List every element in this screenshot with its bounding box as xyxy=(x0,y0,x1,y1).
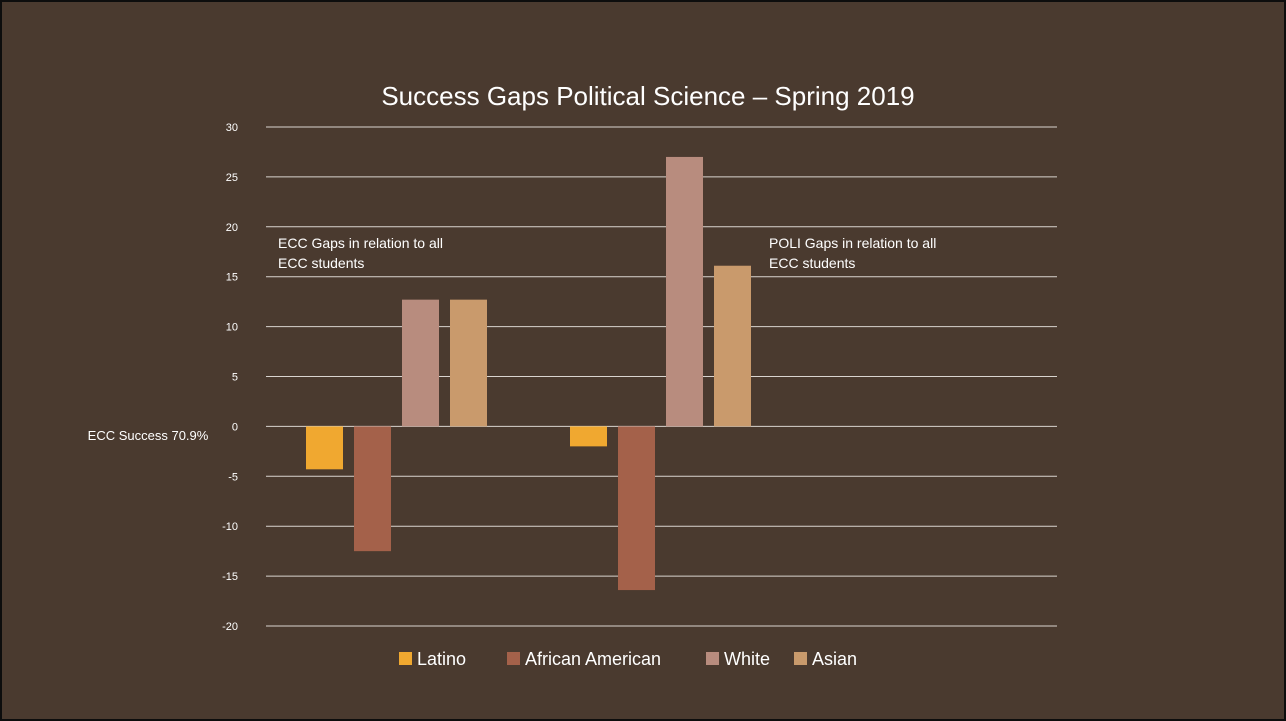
y-tick-label: -5 xyxy=(228,471,238,483)
category-label: ECC students xyxy=(769,255,855,271)
bar-african-american xyxy=(354,426,391,552)
baseline-label: ECC Success 70.9% xyxy=(88,428,209,443)
category-label: ECC Gaps in relation to all xyxy=(278,235,443,251)
bar-asian xyxy=(450,299,487,427)
y-tick-label: -15 xyxy=(222,571,238,583)
legend-label: Latino xyxy=(417,649,466,669)
category-label: ECC students xyxy=(278,255,364,271)
chart-title: Success Gaps Political Science – Spring … xyxy=(381,81,914,111)
legend-swatch xyxy=(794,652,807,665)
y-tick-label: -10 xyxy=(222,521,238,533)
y-tick-label: -20 xyxy=(222,621,238,633)
category-label: POLI Gaps in relation to all xyxy=(769,235,936,251)
legend-swatch xyxy=(507,652,520,665)
y-tick-label: 25 xyxy=(226,172,238,184)
bar-white xyxy=(402,299,439,427)
y-tick-label: 0 xyxy=(232,421,238,433)
legend-label: Asian xyxy=(812,649,857,669)
bars xyxy=(306,156,751,591)
bar-asian xyxy=(714,265,751,427)
bar-white xyxy=(666,156,703,427)
legend-label: White xyxy=(724,649,770,669)
y-tick-label: 30 xyxy=(226,122,238,134)
legend-swatch xyxy=(706,652,719,665)
y-tick-label: 10 xyxy=(226,322,238,334)
legend: Latino African American White Asian xyxy=(399,649,857,669)
bar-latino xyxy=(306,426,343,470)
y-axis-ticks: 30 25 20 15 10 5 0 -5 -10 -15 -20 xyxy=(222,122,238,633)
y-tick-label: 15 xyxy=(226,272,238,284)
y-tick-label: 20 xyxy=(226,222,238,234)
legend-swatch xyxy=(399,652,412,665)
bar-african-american xyxy=(618,426,655,591)
gridlines xyxy=(266,126,1057,627)
category-labels: ECC Gaps in relation to all ECC students P… xyxy=(278,235,936,271)
legend-label: African American xyxy=(525,649,661,669)
bar-latino xyxy=(570,426,607,447)
y-tick-label: 5 xyxy=(232,372,238,384)
